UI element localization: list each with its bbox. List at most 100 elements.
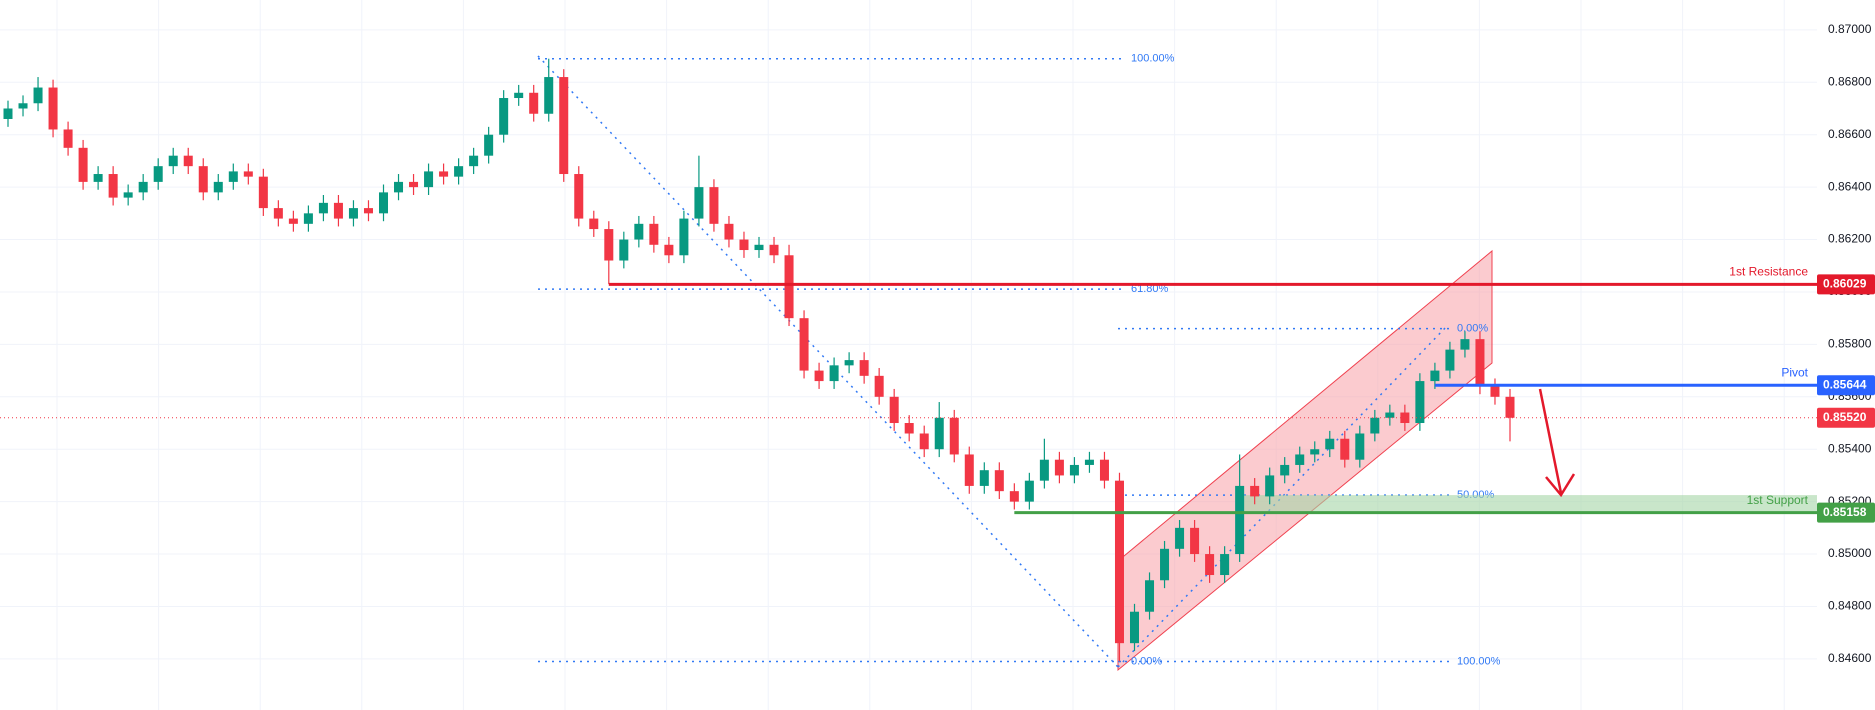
candle-body [1129,611,1140,644]
y-tick-label: 0.85800 [1828,337,1872,351]
level-tag [1817,375,1875,396]
candle-body [333,202,343,219]
price-axis [1817,0,1875,710]
candle-body [424,171,434,188]
candle-body [409,181,419,188]
candle-body [889,396,899,424]
candle-body [874,375,884,397]
candle-body [1490,386,1500,397]
candle-body [1250,485,1260,497]
y-tick-label: 0.87000 [1828,22,1872,36]
candle-body [1054,459,1064,476]
level-tag [1817,274,1875,295]
candle-body [904,423,914,434]
candle-body [1235,485,1245,555]
candle-body [1175,527,1185,549]
y-tick-label: 0.84800 [1828,599,1872,613]
y-tick-label: 0.86800 [1828,74,1872,88]
candle-body [964,454,974,486]
candle-body [754,244,764,251]
candle-body [814,370,824,382]
candle-body [784,255,794,319]
grid [0,0,1817,710]
candle-body [1084,459,1094,465]
candle-body [1190,527,1200,555]
candle-body [1039,459,1049,481]
level-name: 1st Support [1747,493,1809,507]
level-tag-label: 0.85158 [1823,505,1867,519]
candle-body [439,171,449,177]
fib-trend-line [537,55,1119,668]
candle-body [138,181,148,193]
candle-body [949,417,959,455]
y-tick-label: 0.86200 [1828,232,1872,246]
candle-body [1145,580,1155,612]
level-tag-label: 0.86029 [1823,277,1867,291]
candle-body [63,129,73,148]
y-tick-label: 0.86400 [1828,179,1872,193]
candle-body [1069,464,1079,476]
candle-body [1265,475,1275,497]
candle-body [484,134,494,156]
candle-body [694,187,704,219]
candle-body [1355,433,1365,460]
current-price-tag [1817,407,1875,428]
candle-body [1430,370,1440,382]
candle-body [3,108,13,119]
candle-body [934,417,944,450]
candle-body [994,470,1004,492]
candle-body [829,365,839,382]
fib-label: 100.00% [1457,655,1501,667]
fib-label: 100.00% [1131,53,1175,65]
candle-body [454,166,464,177]
support-zone [1244,495,1817,513]
candle-body [183,155,193,167]
candle-body [619,239,629,261]
fib-label: 61.80% [1131,283,1169,295]
candle-body [1505,396,1515,418]
candle-body [559,77,569,175]
candle-body [604,229,614,261]
candle-body [18,103,28,109]
candle-body [799,318,809,371]
candle-body [1340,438,1350,460]
candle-body [123,192,133,198]
current-price-tag-label: 0.85520 [1823,410,1867,424]
candle-body [1385,412,1395,418]
candle-body [108,174,118,198]
candle-body [679,218,689,256]
candle-body [739,239,749,251]
level-tag [1817,502,1875,523]
candle-body [363,208,373,214]
candle-body [859,360,869,376]
candle-body [664,244,674,256]
candle-body [288,218,298,224]
candle-body [153,166,163,182]
level-name: Pivot [1781,365,1808,379]
y-tick-label: 0.85000 [1828,546,1872,560]
candle-body [198,166,208,193]
candle-body [48,87,58,130]
fib-label: 0.00% [1457,323,1488,335]
candle-body [348,208,358,219]
level-name: 1st Resistance [1729,265,1808,279]
candle-body [168,155,178,167]
candle-body [634,223,644,240]
fib-trend-line [1117,325,1448,668]
candle-body [1160,548,1170,581]
candle-body [1370,417,1380,434]
candle-body [228,171,238,182]
drawings: 100.00%61.80%0.00%0.00%50.00%100.00% [537,53,1817,672]
candle-body [303,213,313,224]
candle-body [378,192,389,214]
level-tag-label: 0.85644 [1823,377,1867,391]
candle-body [33,87,43,104]
candle-body [394,181,404,193]
candle-body [1205,554,1215,576]
candle-body [1009,491,1019,502]
candle-body [258,176,268,209]
candle-body [979,470,989,486]
candle-body [919,433,929,450]
